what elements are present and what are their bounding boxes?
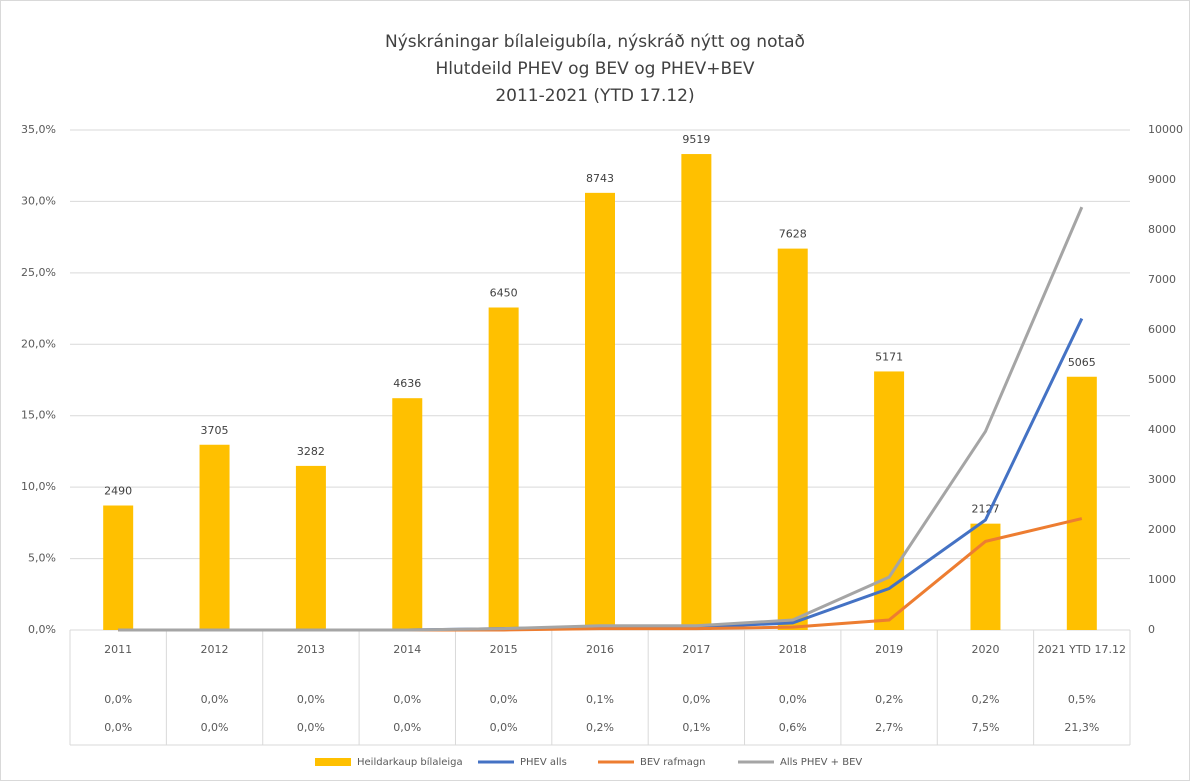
table-cell: 0,0%: [393, 693, 421, 706]
data-label: 7628: [779, 228, 807, 241]
y-tick-label: 15,0%: [21, 409, 56, 422]
data-label: 4636: [393, 377, 421, 390]
y-tick-label: 5,0%: [28, 552, 56, 565]
table-cell: 0,1%: [586, 693, 614, 706]
data-label: 8743: [586, 172, 614, 185]
data-label: 5065: [1068, 356, 1096, 369]
y2-tick-label: 1000: [1148, 573, 1176, 586]
bar: [199, 444, 230, 630]
y2-tick-label: 6000: [1148, 323, 1176, 336]
table-cell: 0,0%: [490, 721, 518, 734]
bar: [777, 248, 808, 630]
table-cell: 0,5%: [1068, 693, 1096, 706]
table-cell: 0,0%: [393, 721, 421, 734]
legend-label: PHEV alls: [520, 757, 567, 768]
table-cell: 0,1%: [682, 721, 710, 734]
data-label: 9519: [682, 133, 710, 146]
table-cell: 0,0%: [104, 721, 132, 734]
table-cell: 0,2%: [971, 693, 999, 706]
y2-tick-label: 2000: [1148, 523, 1176, 536]
table-cell: 0,0%: [779, 693, 807, 706]
table-cell: 0,0%: [490, 693, 518, 706]
y-tick-label: 10,0%: [21, 480, 56, 493]
bar: [295, 465, 326, 630]
y2-tick-label: 8000: [1148, 223, 1176, 236]
x-tick-label: 2017: [682, 643, 710, 656]
legend-label: BEV rafmagn: [640, 757, 706, 768]
table-cell: 0,2%: [875, 693, 903, 706]
table-cell: 0,0%: [297, 693, 325, 706]
table-cell: 0,0%: [201, 721, 229, 734]
y-tick-label: 30,0%: [21, 194, 56, 207]
x-tick-label: 2013: [297, 643, 325, 656]
legend-swatch: [315, 758, 351, 766]
x-tick-label: 2020: [971, 643, 999, 656]
x-tick-label: 2016: [586, 643, 614, 656]
bar: [103, 505, 134, 630]
bar: [681, 154, 712, 631]
y2-tick-label: 3000: [1148, 473, 1176, 486]
y-tick-label: 25,0%: [21, 266, 56, 279]
table-cell: 2,7%: [875, 721, 903, 734]
table-cell: 0,2%: [586, 721, 614, 734]
x-tick-label: 2019: [875, 643, 903, 656]
data-label: 5171: [875, 350, 903, 363]
y-tick-label: 0,0%: [28, 623, 56, 636]
data-label: 3282: [297, 445, 325, 458]
table-cell: 0,0%: [201, 693, 229, 706]
x-tick-label: 2015: [490, 643, 518, 656]
table-cell: 7,5%: [971, 721, 999, 734]
table-cell: 0,0%: [104, 693, 132, 706]
line: [118, 206, 1084, 632]
y2-tick-label: 9000: [1148, 173, 1176, 186]
table-cell: 0,0%: [682, 693, 710, 706]
data-label: 2127: [971, 503, 999, 516]
data-label: 6450: [490, 287, 518, 300]
y2-tick-label: 5000: [1148, 373, 1176, 386]
table-cell: 0,0%: [297, 721, 325, 734]
chart-title: 2011-2021 (YTD 17.12): [495, 86, 694, 106]
bar: [392, 398, 423, 630]
y2-tick-label: 10000: [1148, 123, 1183, 136]
bar: [1066, 376, 1097, 630]
legend-label: Alls PHEV + BEV: [780, 757, 862, 768]
x-tick-label: 2014: [393, 643, 421, 656]
legend-label: Heildarkaup bílaleiga: [357, 756, 463, 768]
bar: [585, 192, 615, 630]
bar: [488, 307, 519, 630]
y-tick-label: 35,0%: [21, 123, 56, 136]
y2-tick-label: 0: [1148, 623, 1155, 636]
chart-title: Hlutdeild PHEV og BEV og PHEV+BEV: [436, 59, 755, 79]
table-cell: 21,3%: [1064, 721, 1099, 734]
chart-title: Nýskráningar bílaleigubíla, nýskráð nýtt…: [385, 32, 805, 52]
y2-tick-label: 4000: [1148, 423, 1176, 436]
x-tick-label: 2011: [104, 643, 132, 656]
data-label: 3705: [201, 424, 229, 437]
y-tick-label: 20,0%: [21, 337, 56, 350]
x-tick-label: 2021 YTD 17.12: [1038, 643, 1126, 656]
table-cell: 0,6%: [779, 721, 807, 734]
x-tick-label: 2012: [201, 643, 229, 656]
x-tick-label: 2018: [779, 643, 807, 656]
data-label: 2490: [104, 485, 132, 498]
y2-tick-label: 7000: [1148, 273, 1176, 286]
